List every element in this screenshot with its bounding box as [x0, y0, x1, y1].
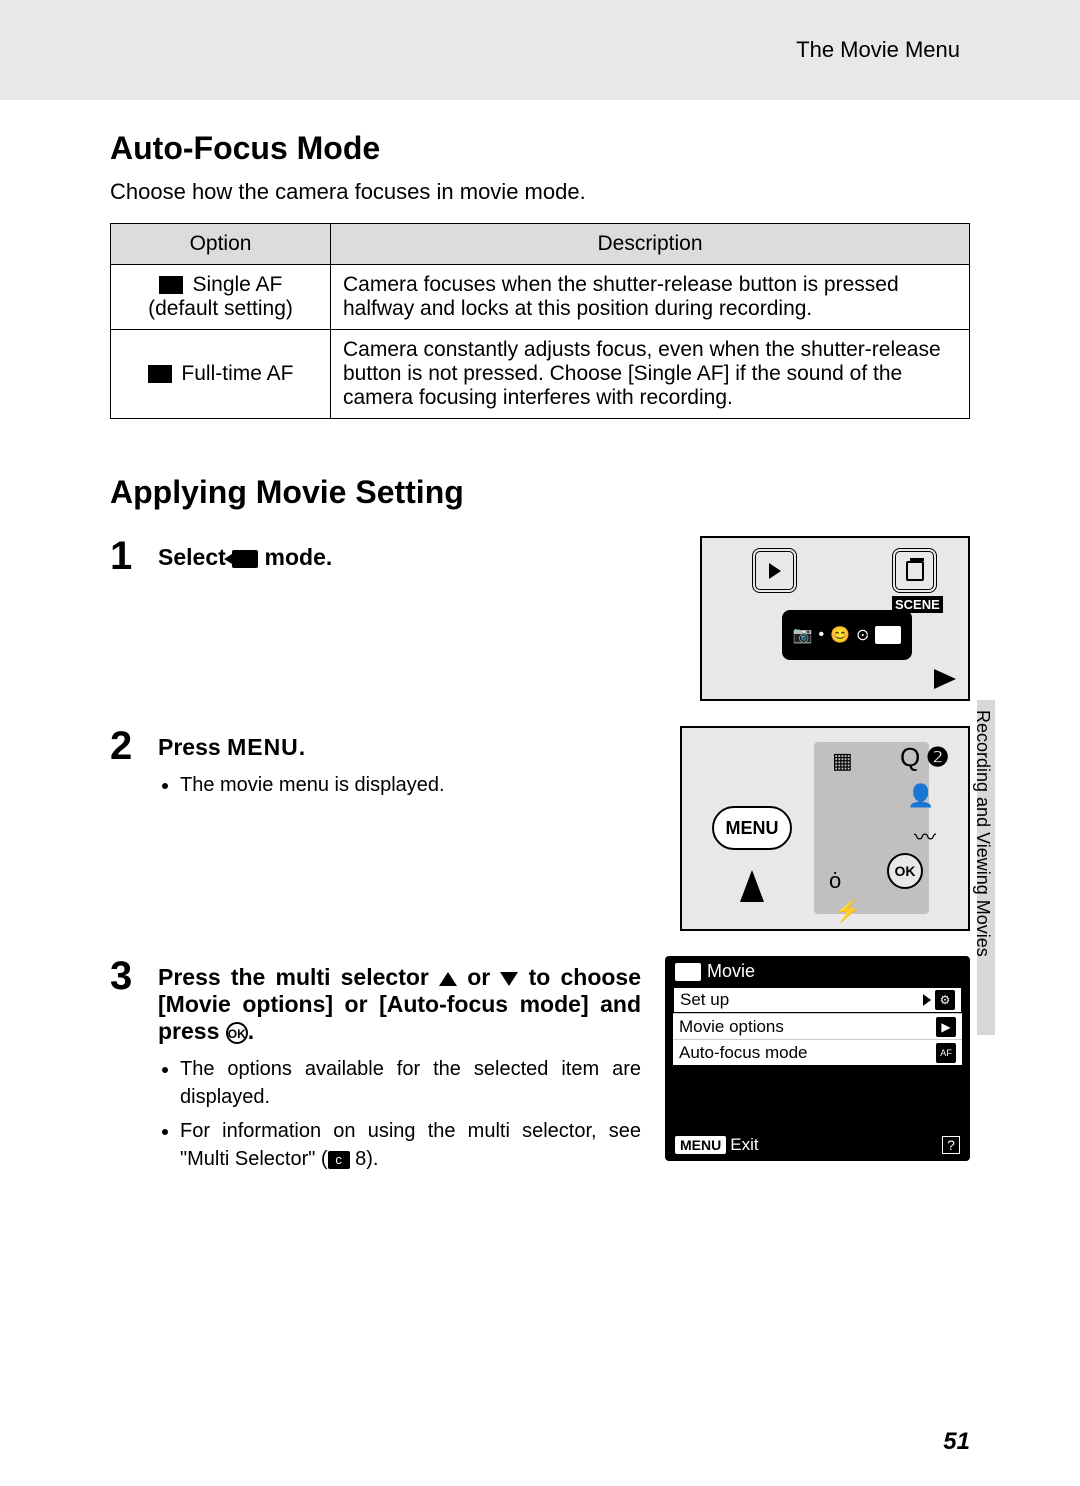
page-ref-icon: c [328, 1151, 350, 1169]
down-triangle-icon [500, 972, 518, 986]
row-label: Movie options [679, 1017, 784, 1037]
self-timer-icon: ȯ [829, 868, 841, 894]
opt-line1: Single AF [192, 273, 282, 296]
menu-title: Movie [665, 956, 970, 987]
af-mode-icon: AF [936, 1043, 956, 1063]
setup-icon: ⚙ [935, 990, 955, 1010]
step-2: 2 Press MENU. The movie menu is displaye… [110, 726, 970, 931]
txt: . [299, 734, 305, 760]
menu-row: Movie options ▶ [673, 1013, 962, 1039]
step-number: 1 [110, 536, 140, 576]
menu-badge: MENU [675, 1136, 726, 1154]
desc-cell: Camera constantly adjusts focus, even wh… [331, 330, 970, 419]
step-number: 3 [110, 956, 140, 996]
txt: mode. [258, 544, 332, 570]
txt: 8). [350, 1148, 379, 1170]
playback-button-icon [752, 548, 797, 593]
txt: or [457, 964, 500, 990]
txt: Exit [730, 1135, 758, 1154]
menu-screen-illustration: Movie Set up ⚙ Movie options ▶ Auto-focu… [665, 956, 970, 1161]
applying-heading: Applying Movie Setting [110, 474, 970, 511]
movie-icon [675, 963, 701, 981]
txt: . [248, 1018, 254, 1044]
col-option: Option [111, 224, 331, 265]
step-text: Press MENU. The movie menu is displayed. [158, 726, 662, 805]
step-instruction: Press the multi selector or to choose [M… [158, 964, 641, 1045]
face-priority-icon: 👤 [907, 783, 934, 809]
ok-button-icon: OK [887, 853, 923, 889]
selection-arrow-icon [923, 994, 931, 1006]
col-description: Description [331, 224, 970, 265]
row-label: Auto-focus mode [679, 1043, 808, 1063]
table-row: Single AF (default setting) Camera focus… [111, 265, 970, 330]
menu-footer: MENUExit ? [675, 1135, 960, 1155]
step-instruction: Press MENU. [158, 734, 662, 761]
option-cell: Single AF (default setting) [111, 265, 331, 330]
desc-cell: Camera focuses when the shutter-release … [331, 265, 970, 330]
txt: For information on using the multi selec… [180, 1120, 641, 1170]
opt-line1: Full-time AF [181, 362, 293, 385]
page-header: The Movie Menu [0, 0, 1080, 100]
movie-mode-icon [232, 550, 258, 568]
page-number: 51 [943, 1428, 970, 1456]
help-icon: ? [942, 1136, 960, 1154]
step-instruction: Select mode. [158, 544, 672, 571]
ok-inline-icon: OK [226, 1022, 248, 1044]
single-af-icon [159, 276, 183, 294]
af-table: Option Description Single AF (default se… [110, 223, 970, 419]
step-number: 2 [110, 726, 140, 766]
step-3: 3 Press the multi selector or to choose … [110, 956, 970, 1179]
thumbnail-icon: ▦ [832, 748, 853, 774]
bullet: The options available for the selected i… [180, 1055, 641, 1111]
exit-label: MENUExit [675, 1135, 759, 1155]
step-text: Select mode. [158, 536, 672, 571]
txt: Press the multi selector [158, 964, 439, 990]
step-bullets: The movie menu is displayed. [158, 771, 662, 799]
up-triangle-icon [439, 972, 457, 986]
option-cell: Full-time AF [111, 330, 331, 419]
txt: Press [158, 734, 227, 760]
opt-line2: (default setting) [148, 297, 293, 320]
delete-button-icon [892, 548, 937, 593]
table-row: Full-time AF Camera constantly adjusts f… [111, 330, 970, 419]
flash-icon: ⚡ [834, 898, 861, 924]
menu-button-icon: MENU [712, 806, 792, 850]
side-section-label: Recording and Viewing Movies [972, 710, 993, 957]
txt: Movie [707, 961, 755, 982]
zoom-icon: Q [900, 742, 920, 773]
movie-options-icon: ▶ [936, 1017, 956, 1037]
step-1: 1 Select mode. SCENE 📷•😊⊙ [110, 536, 970, 701]
mode-dial-illustration: SCENE 📷•😊⊙ [700, 536, 970, 701]
table-header-row: Option Description [111, 224, 970, 265]
menu-word: MENU [227, 734, 299, 760]
arrow-up-icon [740, 870, 764, 902]
arrow-right-icon [934, 669, 956, 689]
mode-dial: 📷•😊⊙ [782, 610, 912, 660]
menu-row: Auto-focus mode AF [673, 1039, 962, 1065]
fulltime-af-icon [148, 365, 172, 383]
af-heading: Auto-Focus Mode [110, 130, 970, 167]
camera-back-illustration: ▦ Q ❷ 👤 〰 OK MENU ⚡ ȯ [680, 726, 970, 931]
row-label: Set up [680, 990, 729, 1010]
menu-row-selected: Set up ⚙ [673, 987, 962, 1013]
page-content: Auto-Focus Mode Choose how the camera fo… [0, 100, 1080, 1179]
af-intro: Choose how the camera focuses in movie m… [110, 179, 970, 205]
bullet: For information on using the multi selec… [180, 1117, 641, 1173]
txt: Select [158, 544, 232, 570]
step-text: Press the multi selector or to choose [M… [158, 956, 641, 1179]
macro-icon: 〰 [914, 820, 936, 852]
step-bullets: The options available for the selected i… [158, 1055, 641, 1173]
help-icon: ❷ [926, 742, 949, 773]
page-header-title: The Movie Menu [796, 37, 960, 63]
bullet: The movie menu is displayed. [180, 771, 662, 799]
